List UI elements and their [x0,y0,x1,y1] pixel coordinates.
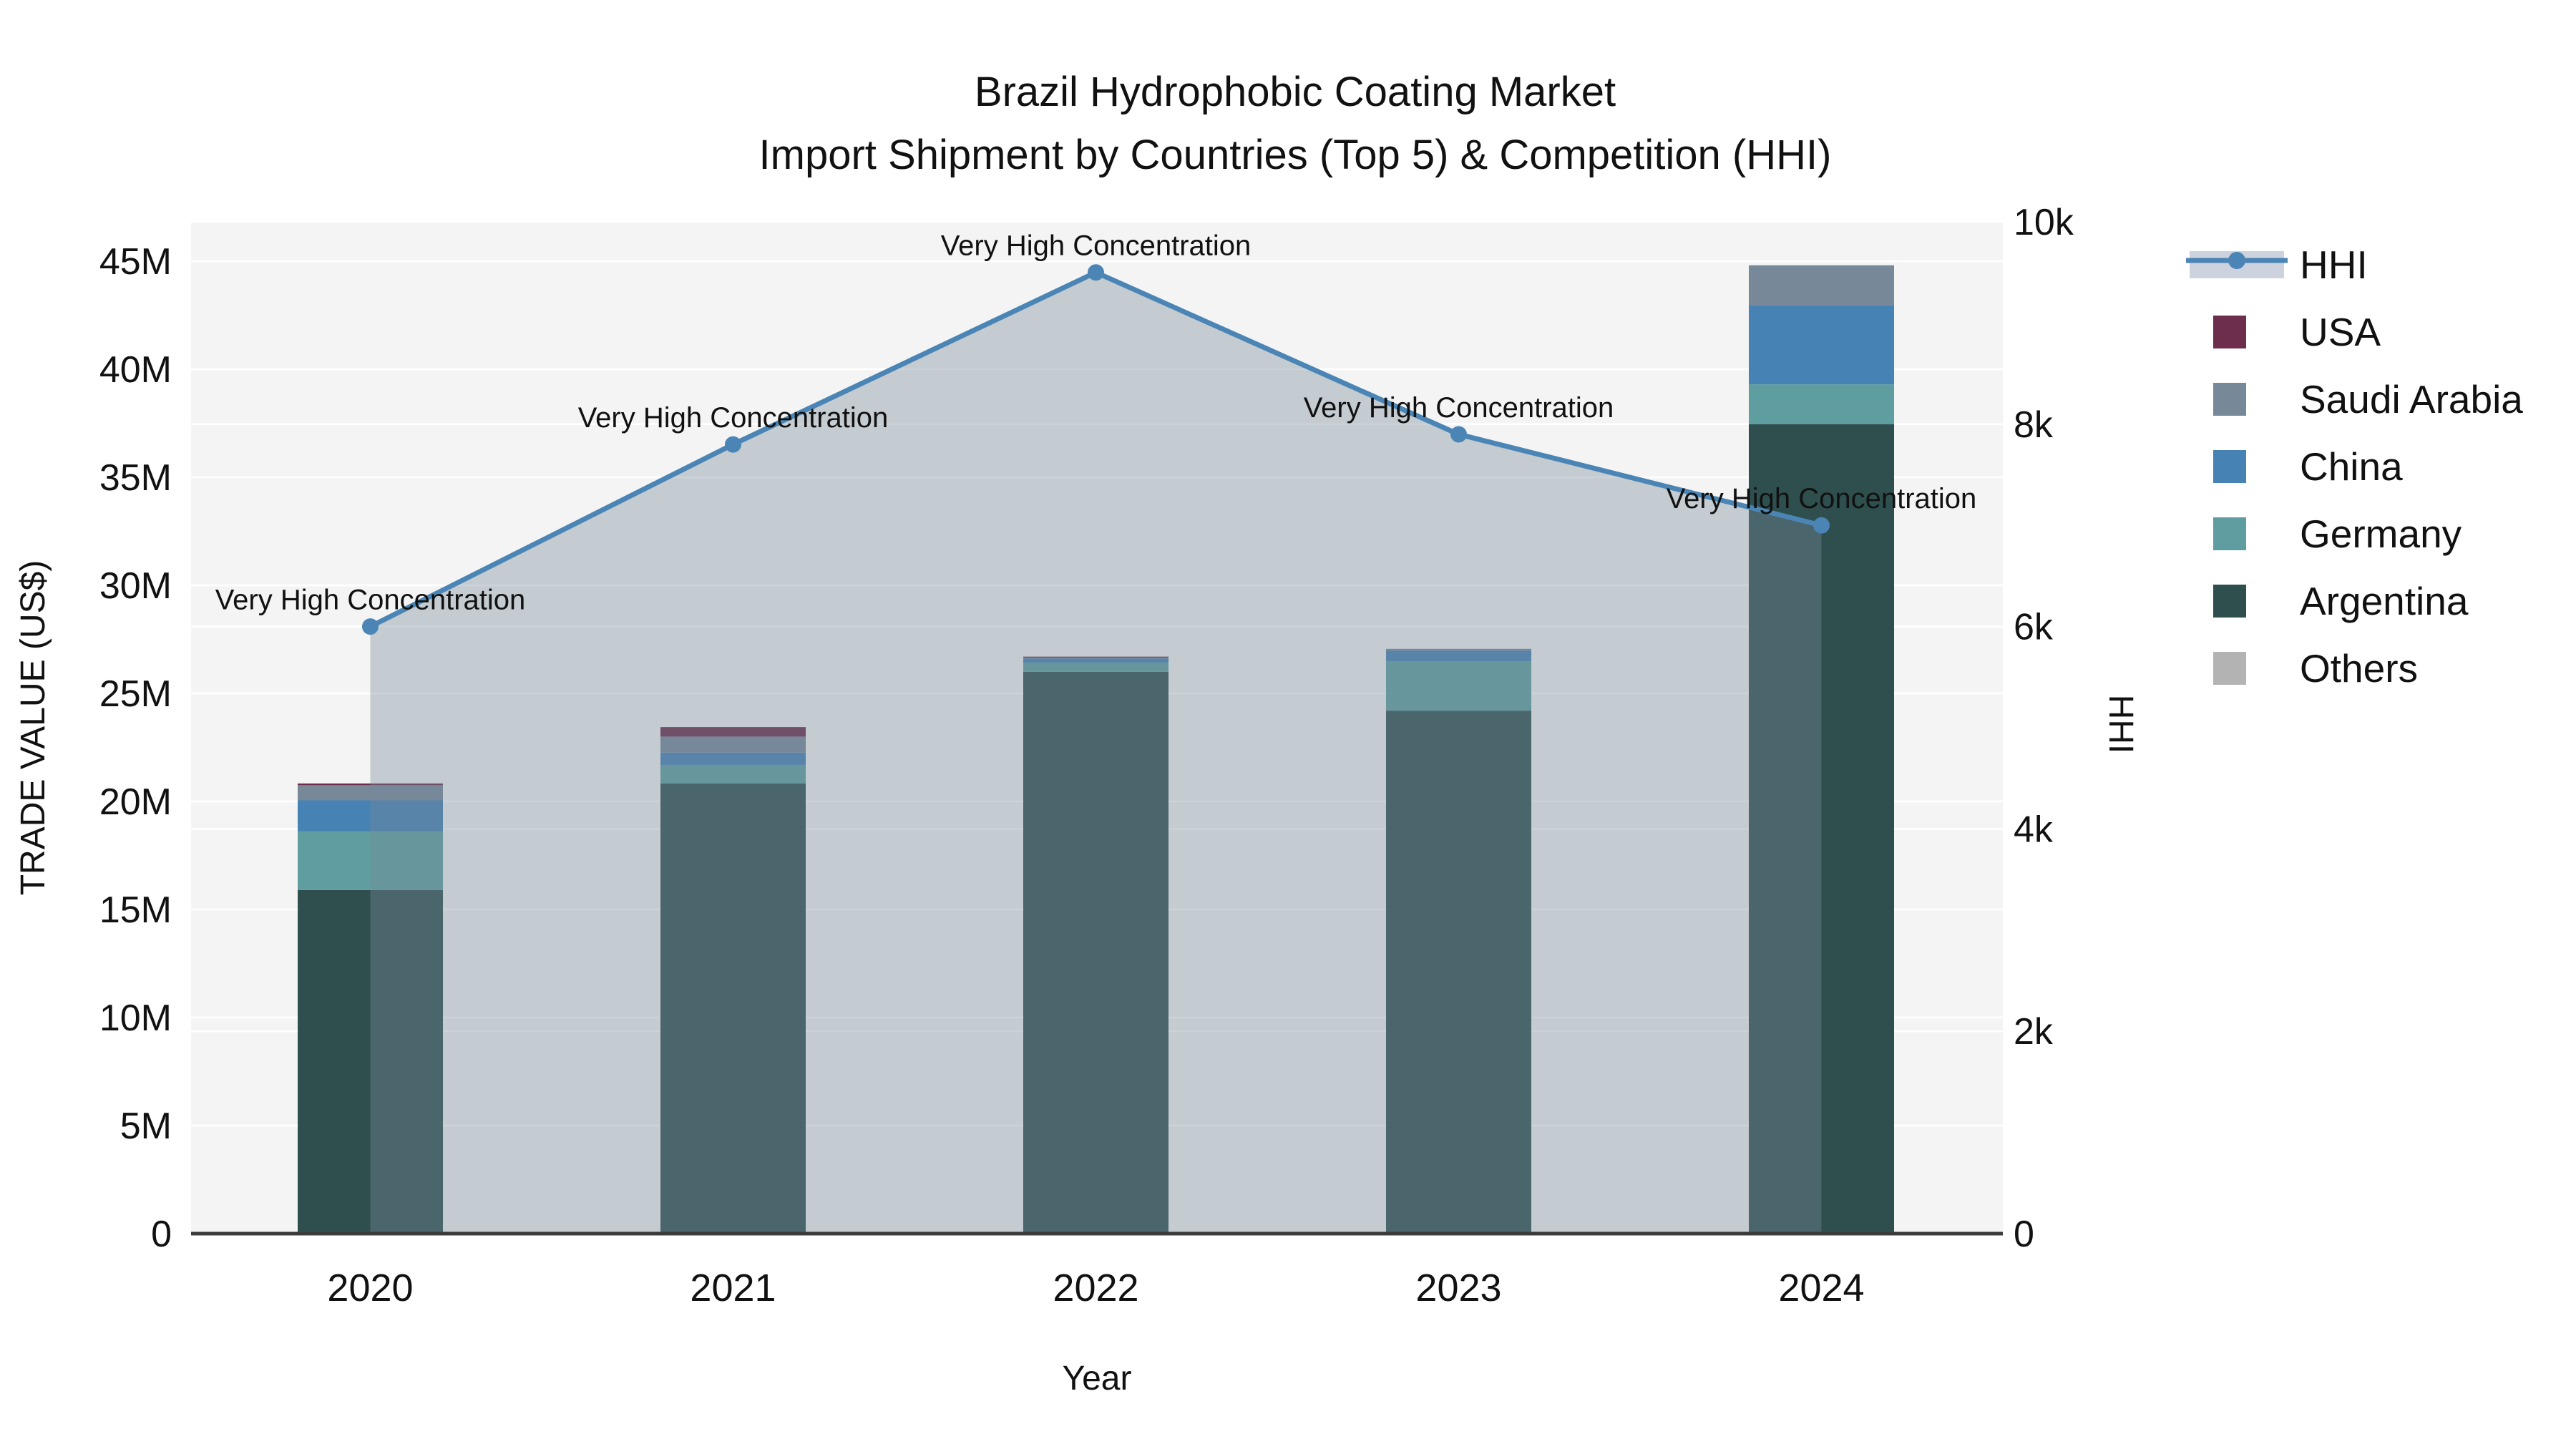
bar-segment-2021-argentina[interactable] [660,783,806,1234]
annotation-2024: Very High Concentration [1667,483,1977,514]
legend-swatch-germany [2213,517,2246,550]
left-tick-35M: 35M [99,457,172,499]
left-tick-20M: 20M [99,781,172,823]
legend-swatch-argentina [2213,585,2246,618]
bar-segment-2023-germany[interactable] [1386,661,1531,711]
annotation-2020: Very High Concentration [215,585,526,616]
left-tick-45M: 45M [99,241,172,283]
legend-label: China [2300,444,2403,489]
legend-item-argentina[interactable]: Argentina [2213,579,2469,623]
x-tick-2021: 2021 [690,1267,776,1309]
legend-swatch-saudi-arabia [2213,383,2246,416]
bar-segment-2021-saudi-arabia[interactable] [660,736,806,753]
legend-label: Germany [2300,512,2462,556]
legend-item-others[interactable]: Others [2213,646,2418,691]
bar-segment-2022-argentina[interactable] [1023,671,1169,1234]
bar-segment-2021-china[interactable] [660,752,806,765]
annotation-2021: Very High Concentration [578,402,889,434]
bar-segment-2023-china[interactable] [1386,650,1531,662]
right-tick-4k: 4k [2014,809,2054,850]
left-tick-40M: 40M [99,349,172,391]
bar-segment-2021-germany[interactable] [660,764,806,784]
legend-hhi-marker [2228,252,2245,269]
bar-segment-2020-usa[interactable] [298,783,443,786]
legend-item-usa[interactable]: USA [2213,310,2381,354]
bar-segment-2024-saudi-arabia[interactable] [1749,265,1894,306]
right-tick-2k: 2k [2014,1011,2054,1053]
bar-segment-2021-usa[interactable] [660,727,806,737]
left-axis-title: TRADE VALUE (US$) [14,560,52,896]
bar-segment-2022-china[interactable] [1023,658,1169,663]
bar-segment-2024-germany[interactable] [1749,384,1894,425]
legend-label: HHI [2300,243,2368,287]
hhi-marker-2021[interactable] [725,436,741,453]
annotation-2023: Very High Concentration [1304,392,1614,424]
x-tick-2023: 2023 [1415,1267,1501,1309]
bar-segment-2024-china[interactable] [1749,305,1894,385]
bar-segment-2020-germany[interactable] [298,831,443,890]
hhi-marker-2023[interactable] [1450,426,1467,443]
hhi-marker-2024[interactable] [1813,517,1830,534]
legend-label: Argentina [2300,579,2469,623]
left-tick-30M: 30M [99,565,172,607]
x-tick-2022: 2022 [1053,1267,1138,1309]
right-tick-10k: 10k [2014,202,2074,243]
bar-segment-2020-china[interactable] [298,800,443,832]
hhi-marker-2022[interactable] [1088,264,1104,281]
legend-label: Others [2300,646,2418,691]
chart-title-line2: Import Shipment by Countries (Top 5) & C… [759,132,1832,178]
bars [298,265,1894,1234]
left-tick-15M: 15M [99,889,172,931]
right-tick-0: 0 [2014,1214,2034,1255]
bar-segment-2022-germany[interactable] [1023,663,1169,672]
bar-segment-2020-argentina[interactable] [298,889,443,1234]
right-axis-title: HHI [2102,695,2140,754]
legend-label: Saudi Arabia [2300,377,2523,421]
left-tick-5M: 5M [120,1106,172,1147]
legend-item-china[interactable]: China [2213,444,2403,489]
hhi-marker-2020[interactable] [362,618,379,635]
right-tick-8k: 8k [2014,404,2054,446]
right-tick-6k: 6k [2014,607,2054,648]
x-tick-2024: 2024 [1778,1267,1864,1309]
hhi-area [370,272,1822,1234]
tick-labels: 0 5M 10M 15M 20M 25M 30M 35M 40M 45M 0 2k 4k 6k 8k 10k 2… [99,202,2074,1309]
bar-segment-2023-saudi-arabia[interactable] [1386,648,1531,651]
hhi-line [362,264,1830,635]
bar-segment-2020-saudi-arabia[interactable] [298,785,443,801]
legend: HHI USA Saudi Arabia China Germany Argentina O… [2186,243,2523,691]
bar-segment-2022-usa[interactable] [1023,656,1169,658]
left-tick-25M: 25M [99,673,172,715]
x-axis-title: Year [1063,1360,1132,1397]
annotations: Very High Concentration Very High Concent… [215,230,1977,616]
legend-swatch-others [2213,652,2246,685]
legend-label: USA [2300,310,2381,354]
bar-segment-2023-argentina[interactable] [1386,711,1531,1234]
legend-item-germany[interactable]: Germany [2213,512,2462,556]
legend-swatch-usa [2213,316,2246,348]
bar-segment-2024-argentina[interactable] [1749,424,1894,1234]
hhi-area-fill [370,272,1822,1234]
left-tick-10M: 10M [99,997,172,1039]
legend-swatch-china [2213,450,2246,483]
legend-item-saudi-arabia[interactable]: Saudi Arabia [2213,377,2523,421]
annotation-2022: Very High Concentration [941,230,1252,262]
left-tick-0: 0 [151,1214,172,1255]
legend-item-hhi[interactable]: HHI [2186,243,2368,287]
chart-title-line1: Brazil Hydrophobic Coating Market [975,69,1616,115]
x-tick-2020: 2020 [327,1267,413,1309]
